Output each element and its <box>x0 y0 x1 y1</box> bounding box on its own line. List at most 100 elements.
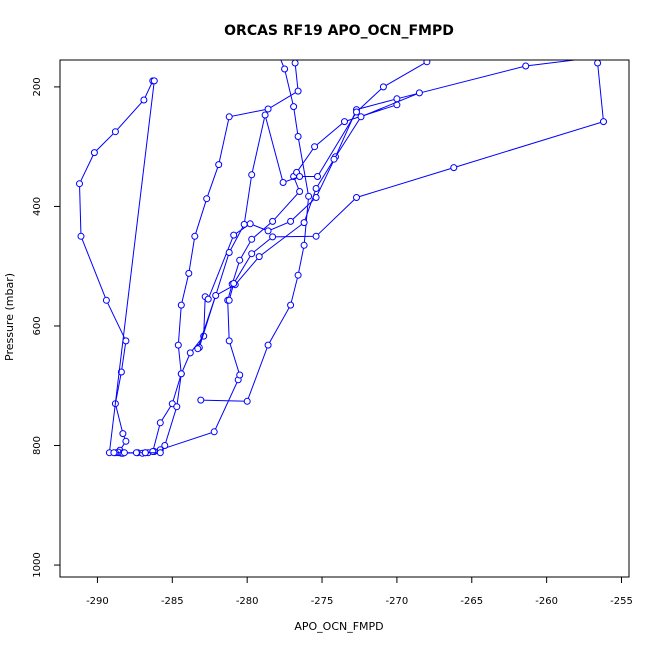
data-point <box>291 60 299 67</box>
data-point <box>330 155 338 163</box>
data-point <box>150 77 158 85</box>
data-point <box>311 143 319 151</box>
x-tick-label: -285 <box>161 596 184 607</box>
plot-area <box>76 39 607 457</box>
data-point <box>225 113 233 121</box>
data-point <box>287 301 295 309</box>
data-point <box>119 430 127 438</box>
data-point <box>225 337 233 345</box>
data-point <box>110 449 118 457</box>
data-point <box>117 368 125 376</box>
x-tick-label: -280 <box>236 596 259 607</box>
data-point <box>122 337 130 345</box>
data-point <box>261 111 269 119</box>
data-point <box>334 48 340 54</box>
data-point <box>353 194 360 201</box>
data-point <box>450 164 458 172</box>
x-tick-label: -260 <box>535 596 558 607</box>
data-point <box>597 60 601 61</box>
data-point <box>600 118 607 126</box>
series-line <box>160 104 398 451</box>
data-point <box>156 449 164 457</box>
data-point <box>415 89 423 97</box>
data-point <box>341 118 348 126</box>
x-tick-label: -255 <box>610 596 633 607</box>
data-point <box>76 180 83 188</box>
series-line <box>108 60 299 454</box>
data-point <box>327 45 333 51</box>
data-point <box>357 42 363 48</box>
series-3 <box>197 39 415 405</box>
data-point <box>279 179 287 186</box>
data-point <box>246 220 254 228</box>
x-tick-label: -265 <box>460 596 483 607</box>
data-point <box>77 232 85 240</box>
data-point <box>296 188 304 195</box>
data-point <box>194 345 202 353</box>
x-axis: -290 -285 -280 -275 -270 -265 -260 -255 <box>86 577 633 607</box>
series-line <box>200 60 310 402</box>
series-line <box>198 61 428 348</box>
data-point <box>294 87 302 95</box>
data-point <box>264 105 272 113</box>
data-point <box>281 65 289 73</box>
x-tick-label: -275 <box>311 596 334 607</box>
data-point <box>264 227 272 235</box>
x-axis-label: APO_OCN_FMPD <box>294 620 383 633</box>
data-point <box>102 296 110 304</box>
data-point <box>204 295 212 303</box>
data-point <box>379 83 387 91</box>
data-point <box>140 96 148 104</box>
y-tick-label: 400 <box>32 197 43 216</box>
data-point <box>225 249 233 256</box>
data-point <box>122 437 130 445</box>
data-point <box>132 449 140 457</box>
data-point <box>300 219 308 227</box>
chart-title: ORCAS RF19 APO_OCN_FMPD <box>224 23 454 39</box>
data-point <box>240 220 248 228</box>
x-tick-label: -270 <box>386 596 409 607</box>
data-point <box>357 113 365 121</box>
series-layer <box>76 39 607 457</box>
data-point <box>522 62 530 70</box>
y-tick-label: 200 <box>32 77 43 96</box>
data-point <box>230 280 238 287</box>
y-tick-label: 1000 <box>32 552 43 577</box>
data-point <box>243 397 251 405</box>
data-point <box>312 232 320 240</box>
data-point <box>236 371 244 379</box>
data-point <box>236 256 244 264</box>
y-tick-label: 600 <box>32 316 43 335</box>
data-point <box>255 253 263 261</box>
data-point <box>248 235 256 243</box>
data-point <box>173 403 181 411</box>
series-7 <box>225 60 607 304</box>
data-point <box>225 296 233 304</box>
data-point <box>156 419 164 427</box>
data-point <box>248 250 256 258</box>
data-point <box>203 195 211 203</box>
data-point <box>594 60 602 67</box>
data-point <box>274 48 280 54</box>
data-point <box>212 292 220 299</box>
data-point <box>353 108 360 116</box>
data-point <box>294 271 302 279</box>
data-point <box>197 396 205 404</box>
data-point <box>409 39 415 45</box>
data-point <box>312 185 320 192</box>
data-point <box>90 149 98 157</box>
data-point <box>177 370 185 378</box>
data-point <box>141 449 149 457</box>
data-point <box>290 103 298 111</box>
series-0 <box>76 77 158 457</box>
data-point <box>149 448 157 455</box>
data-point <box>423 60 431 66</box>
data-point <box>177 301 185 309</box>
data-point <box>210 428 218 436</box>
series-5 <box>195 60 431 351</box>
data-point <box>314 173 321 180</box>
series-4 <box>141 60 601 457</box>
data-point <box>269 217 277 225</box>
data-point <box>174 341 182 349</box>
